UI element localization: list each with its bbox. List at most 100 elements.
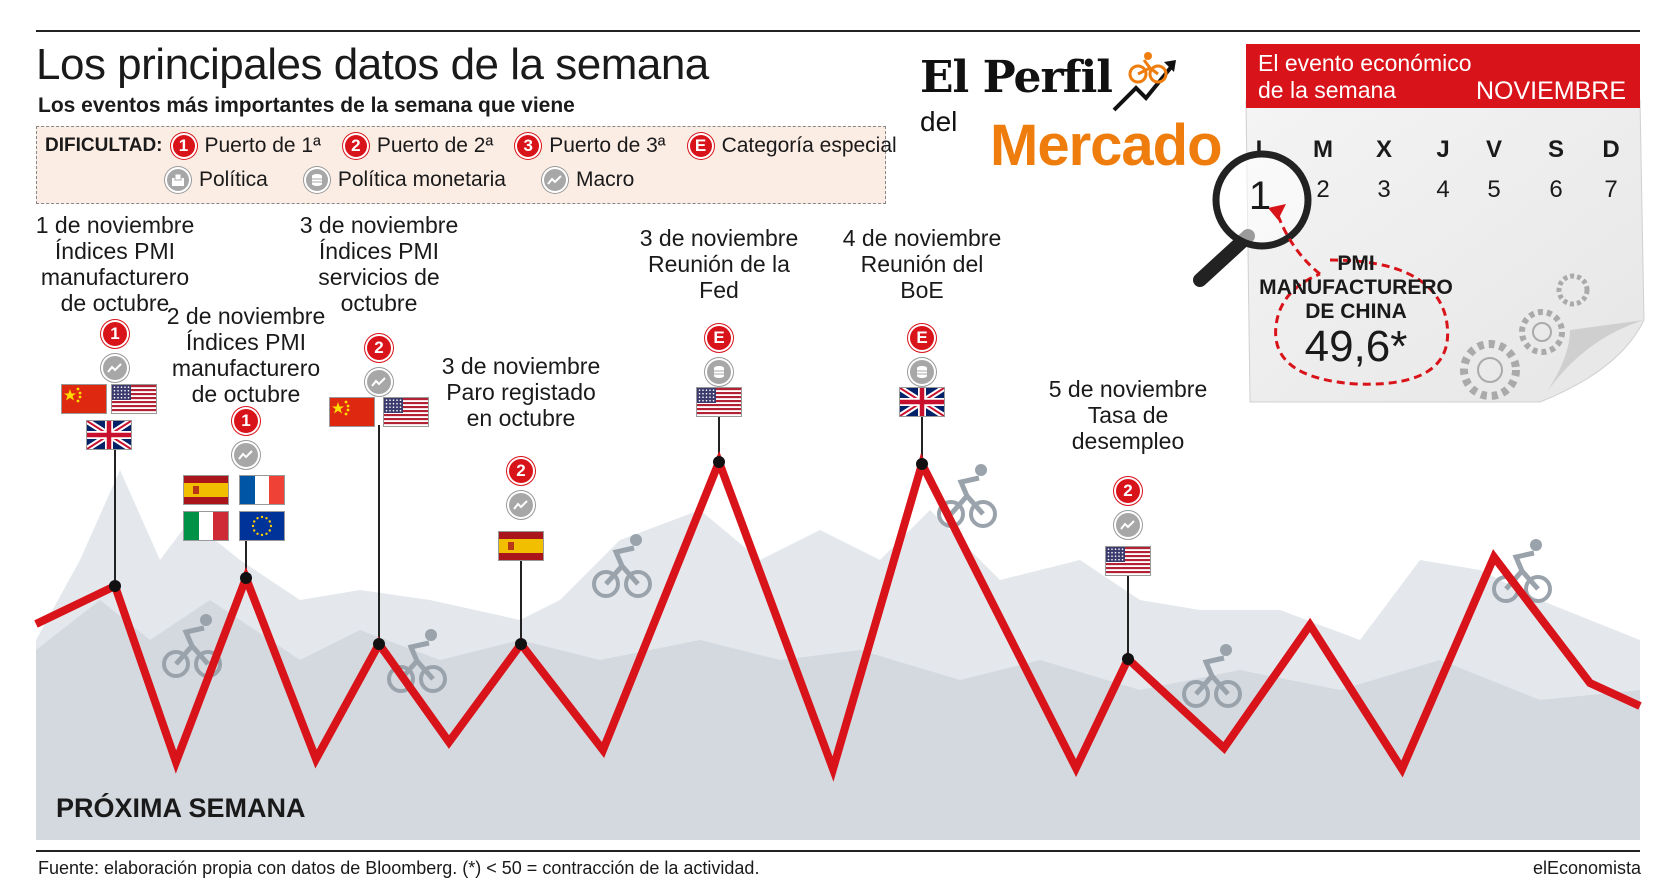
event-label-line: 4 de noviembre bbox=[842, 225, 1002, 251]
event-label-line: 3 de noviembre bbox=[639, 225, 799, 251]
event-peak-dot bbox=[713, 456, 725, 468]
flag-usa-icon bbox=[697, 388, 741, 416]
legend-difficulty-row: DIFICULTAD: 1 Puerto de 1ª 2 Puerto de 2… bbox=[45, 133, 897, 159]
event-label-2: 2 de noviembre Índices PMI manufacturero de… bbox=[126, 303, 366, 407]
event-label-5: 3 de noviembre Reunión de la Fed bbox=[599, 225, 839, 303]
flag-spain-icon bbox=[499, 532, 543, 560]
event-label-3: 3 de noviembre Índices PMI servicios de oct… bbox=[259, 212, 499, 316]
cyclist-icon bbox=[387, 629, 447, 693]
page-title: Los principales datos de la semana bbox=[36, 40, 709, 89]
calendar-day-5: 6 bbox=[1549, 176, 1563, 203]
line-chart-icon bbox=[507, 491, 535, 519]
event-label-line: Fed bbox=[699, 277, 739, 303]
event-label-line: de octubre bbox=[60, 290, 170, 316]
pmi-line3: DE CHINA bbox=[1305, 300, 1407, 323]
ballot-box-icon bbox=[165, 167, 191, 193]
calendar-month: NOVIEMBRE bbox=[1475, 77, 1626, 105]
difficulty-badge-icon: 1 bbox=[101, 320, 129, 348]
flag-france-icon bbox=[240, 476, 284, 504]
legend-type-politica: Política bbox=[199, 168, 268, 191]
calendar-header: El evento económico de la semana NOVIEMB… bbox=[1246, 44, 1640, 108]
line-chart-icon bbox=[232, 441, 260, 469]
event-label-line: 3 de noviembre bbox=[299, 212, 459, 238]
logo-del: del bbox=[920, 106, 958, 137]
pmi-line2: MANUFACTURERO bbox=[1259, 276, 1453, 299]
legend-item-3: Puerto de 3ª bbox=[549, 134, 666, 157]
top-rule bbox=[36, 30, 1640, 32]
event-label-line: de octubre bbox=[191, 381, 301, 407]
flag-usa-icon bbox=[112, 385, 156, 413]
coin-stack-icon bbox=[303, 167, 330, 193]
event-peak-dot bbox=[240, 572, 252, 584]
event-label-6: 4 de noviembre Reunión del BoE bbox=[802, 225, 1042, 303]
legend-label: DIFICULTAD: bbox=[45, 135, 163, 156]
calendar-dayname-5: S bbox=[1547, 136, 1564, 163]
flag-usa-icon bbox=[1106, 547, 1150, 575]
cyclist-arrow-icon bbox=[1112, 52, 1176, 112]
flag-uk-icon bbox=[900, 388, 944, 416]
event-label-line: BoE bbox=[900, 277, 944, 303]
event-peak-dot bbox=[373, 638, 385, 650]
badge-1-icon: 1 bbox=[170, 133, 197, 159]
route-profile-line bbox=[34, 450, 1642, 782]
event-label-line: manufacturero bbox=[40, 264, 190, 290]
event-peak-dot bbox=[1122, 653, 1134, 665]
event-label-line: 5 de noviembre bbox=[1048, 376, 1208, 402]
event-label-line: Índices PMI bbox=[318, 238, 440, 264]
source-note: Fuente: elaboración propia con datos de … bbox=[38, 858, 760, 878]
calendar-header-line2: de la semana bbox=[1258, 77, 1397, 103]
line-chart-icon bbox=[541, 167, 568, 193]
calendar-day-4: 5 bbox=[1487, 176, 1501, 203]
badge-2-icon: 2 bbox=[342, 133, 369, 159]
event-label-line: Índices PMI bbox=[185, 329, 307, 355]
event-label-line: 2 de noviembre bbox=[166, 303, 326, 329]
coin-stack-icon bbox=[705, 358, 733, 386]
cyclist-icon bbox=[592, 534, 652, 598]
legend-item-1: Puerto de 1ª bbox=[204, 134, 321, 157]
difficulty-badge-icon: E bbox=[908, 324, 936, 352]
calendar-dayname-6: D bbox=[1602, 136, 1620, 163]
pmi-line1: PMI bbox=[1337, 252, 1375, 275]
legend-item-2: Puerto de 2ª bbox=[376, 134, 494, 157]
coin-stack-icon bbox=[908, 358, 936, 386]
calendar-dayname-3: J bbox=[1436, 136, 1450, 163]
flag-usa-icon bbox=[384, 398, 428, 426]
event-label-1: 1 de noviembre Índices PMI manufacturero de… bbox=[0, 212, 235, 316]
calendar-day-1: 2 bbox=[1316, 176, 1330, 203]
flag-china-icon bbox=[330, 398, 374, 426]
event-label-line: desempleo bbox=[1071, 428, 1185, 454]
legend-type-row: Política Política monetaria Macro bbox=[165, 167, 634, 193]
pmi-callout-title: PMI MANUFACTURERO DE CHINA bbox=[1256, 252, 1456, 324]
legend-box: DIFICULTAD: 1 Puerto de 1ª 2 Puerto de 2… bbox=[36, 126, 897, 204]
event-peak-dot bbox=[109, 580, 121, 592]
bottom-rule bbox=[36, 850, 1640, 852]
calendar-dayname-4: V bbox=[1485, 136, 1502, 163]
event-label-line: 1 de noviembre bbox=[35, 212, 195, 238]
difficulty-badge-icon: 2 bbox=[507, 457, 535, 485]
magnifier-callout bbox=[1193, 150, 1450, 386]
event-peak-dot bbox=[916, 458, 928, 470]
event-label-line: manufacturero bbox=[171, 355, 321, 381]
event-peak-dot bbox=[515, 638, 527, 650]
event-label-line: 3 de noviembre bbox=[441, 353, 601, 379]
brand-name: elEconomista bbox=[1532, 858, 1641, 878]
cyclist-icon bbox=[1182, 644, 1242, 708]
event-label-line: Reunión de la bbox=[648, 251, 790, 277]
line-chart-icon bbox=[101, 354, 129, 382]
calendar-dayname-1: M bbox=[1313, 136, 1333, 163]
event-label-line: Paro registado bbox=[446, 379, 596, 405]
flag-spain-icon bbox=[184, 476, 228, 504]
flag-italy-icon bbox=[184, 512, 228, 540]
difficulty-badge-icon: 2 bbox=[365, 334, 393, 362]
event-label-7: 5 de noviembre Tasa de desempleo bbox=[1008, 376, 1248, 454]
calendar-header-line1: El evento económico bbox=[1258, 50, 1472, 76]
calendar-day-2: 3 bbox=[1377, 176, 1391, 203]
event-label-line: en octubre bbox=[466, 405, 576, 431]
badge-e-icon: E bbox=[687, 133, 714, 159]
legend-item-e: Categoría especial bbox=[721, 134, 897, 157]
cyclist-icon bbox=[162, 614, 222, 678]
calendar-day-3: 4 bbox=[1436, 176, 1450, 203]
highlight-day: 1 bbox=[1248, 174, 1272, 218]
logo-el-perfil: El Perfil bbox=[920, 52, 1113, 103]
event-label-line: servicios de bbox=[318, 264, 440, 290]
